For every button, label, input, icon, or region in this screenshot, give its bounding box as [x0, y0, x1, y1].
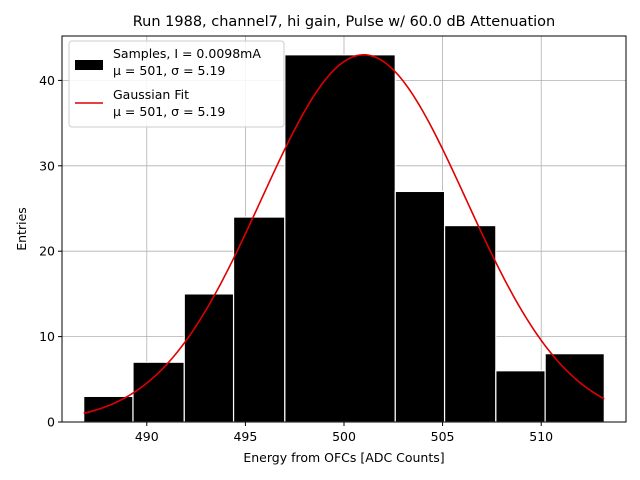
legend-samples-label: Samples, I = 0.0098mA: [113, 46, 261, 61]
histogram-bars: [83, 54, 605, 423]
x-axis-ticks: 490 495 500 505 510: [135, 422, 553, 444]
legend-bar-swatch: [75, 60, 103, 70]
histogram-bar: [284, 54, 396, 423]
histogram-bar: [544, 353, 605, 423]
y-axis-ticks: 0 10 20 30 40: [39, 73, 62, 430]
legend-samples-stats: μ = 501, σ = 5.19: [113, 63, 225, 78]
histogram-bar: [232, 216, 286, 423]
y-axis-label: Entries: [14, 207, 29, 251]
histogram-bar: [495, 370, 546, 423]
x-tick-label: 490: [135, 429, 159, 444]
histogram-bar: [83, 395, 134, 423]
histogram-bar: [183, 293, 235, 423]
x-axis-label: Energy from OFCs [ADC Counts]: [243, 450, 444, 465]
y-tick-label: 10: [39, 329, 55, 344]
y-tick-label: 20: [39, 244, 55, 259]
legend: Samples, I = 0.0098mA μ = 501, σ = 5.19 …: [68, 40, 285, 128]
y-tick-label: 30: [39, 158, 55, 173]
legend-fit-stats: μ = 501, σ = 5.19: [113, 104, 225, 119]
histogram-bar: [443, 224, 497, 423]
chart-title: Run 1988, channel7, hi gain, Pulse w/ 60…: [133, 14, 556, 30]
y-tick-label: 40: [39, 73, 55, 88]
histogram-bar: [394, 190, 446, 423]
x-tick-label: 505: [431, 429, 455, 444]
x-tick-label: 500: [332, 429, 356, 444]
x-tick-label: 495: [233, 429, 257, 444]
histogram-bar: [132, 361, 185, 423]
legend-fit-label: Gaussian Fit: [113, 87, 189, 102]
y-tick-label: 0: [47, 415, 55, 430]
gaussian-fit-line: [83, 53, 605, 415]
x-tick-label: 510: [529, 429, 553, 444]
legend-box: [68, 40, 285, 128]
